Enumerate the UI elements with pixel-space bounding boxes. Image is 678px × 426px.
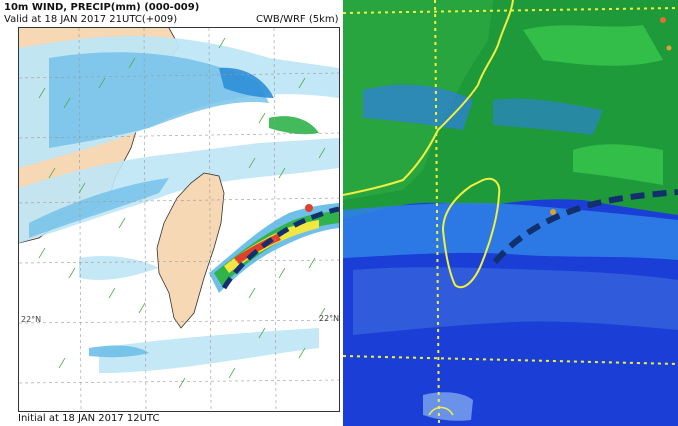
map-title: 10m WIND, PRECIP(mm) (000-009) — [4, 2, 200, 13]
panel-divider — [341, 0, 343, 426]
satellite-image-svg — [343, 0, 678, 426]
front-line — [221, 206, 339, 290]
lat-label-left: 22°N — [21, 315, 42, 324]
forecast-map-panel: 10m WIND, PRECIP(mm) (000-009) Valid at … — [4, 2, 340, 424]
satellite-front-line — [492, 189, 678, 264]
lat-label-right: 22°N — [319, 314, 340, 323]
satellite-image-panel — [343, 0, 678, 426]
forecast-map-svg — [19, 28, 339, 411]
forecast-map: 22°N 22°N — [18, 27, 340, 412]
taiwan-coastline — [441, 177, 501, 289]
taiwan-island — [156, 172, 225, 329]
initial-time: Initial at 18 JAN 2017 12UTC — [18, 413, 160, 424]
model-label: CWB/WRF (5km) — [256, 14, 339, 25]
valid-time: Valid at 18 JAN 2017 21UTC(+009) — [4, 14, 178, 25]
china-coastline — [343, 0, 514, 196]
